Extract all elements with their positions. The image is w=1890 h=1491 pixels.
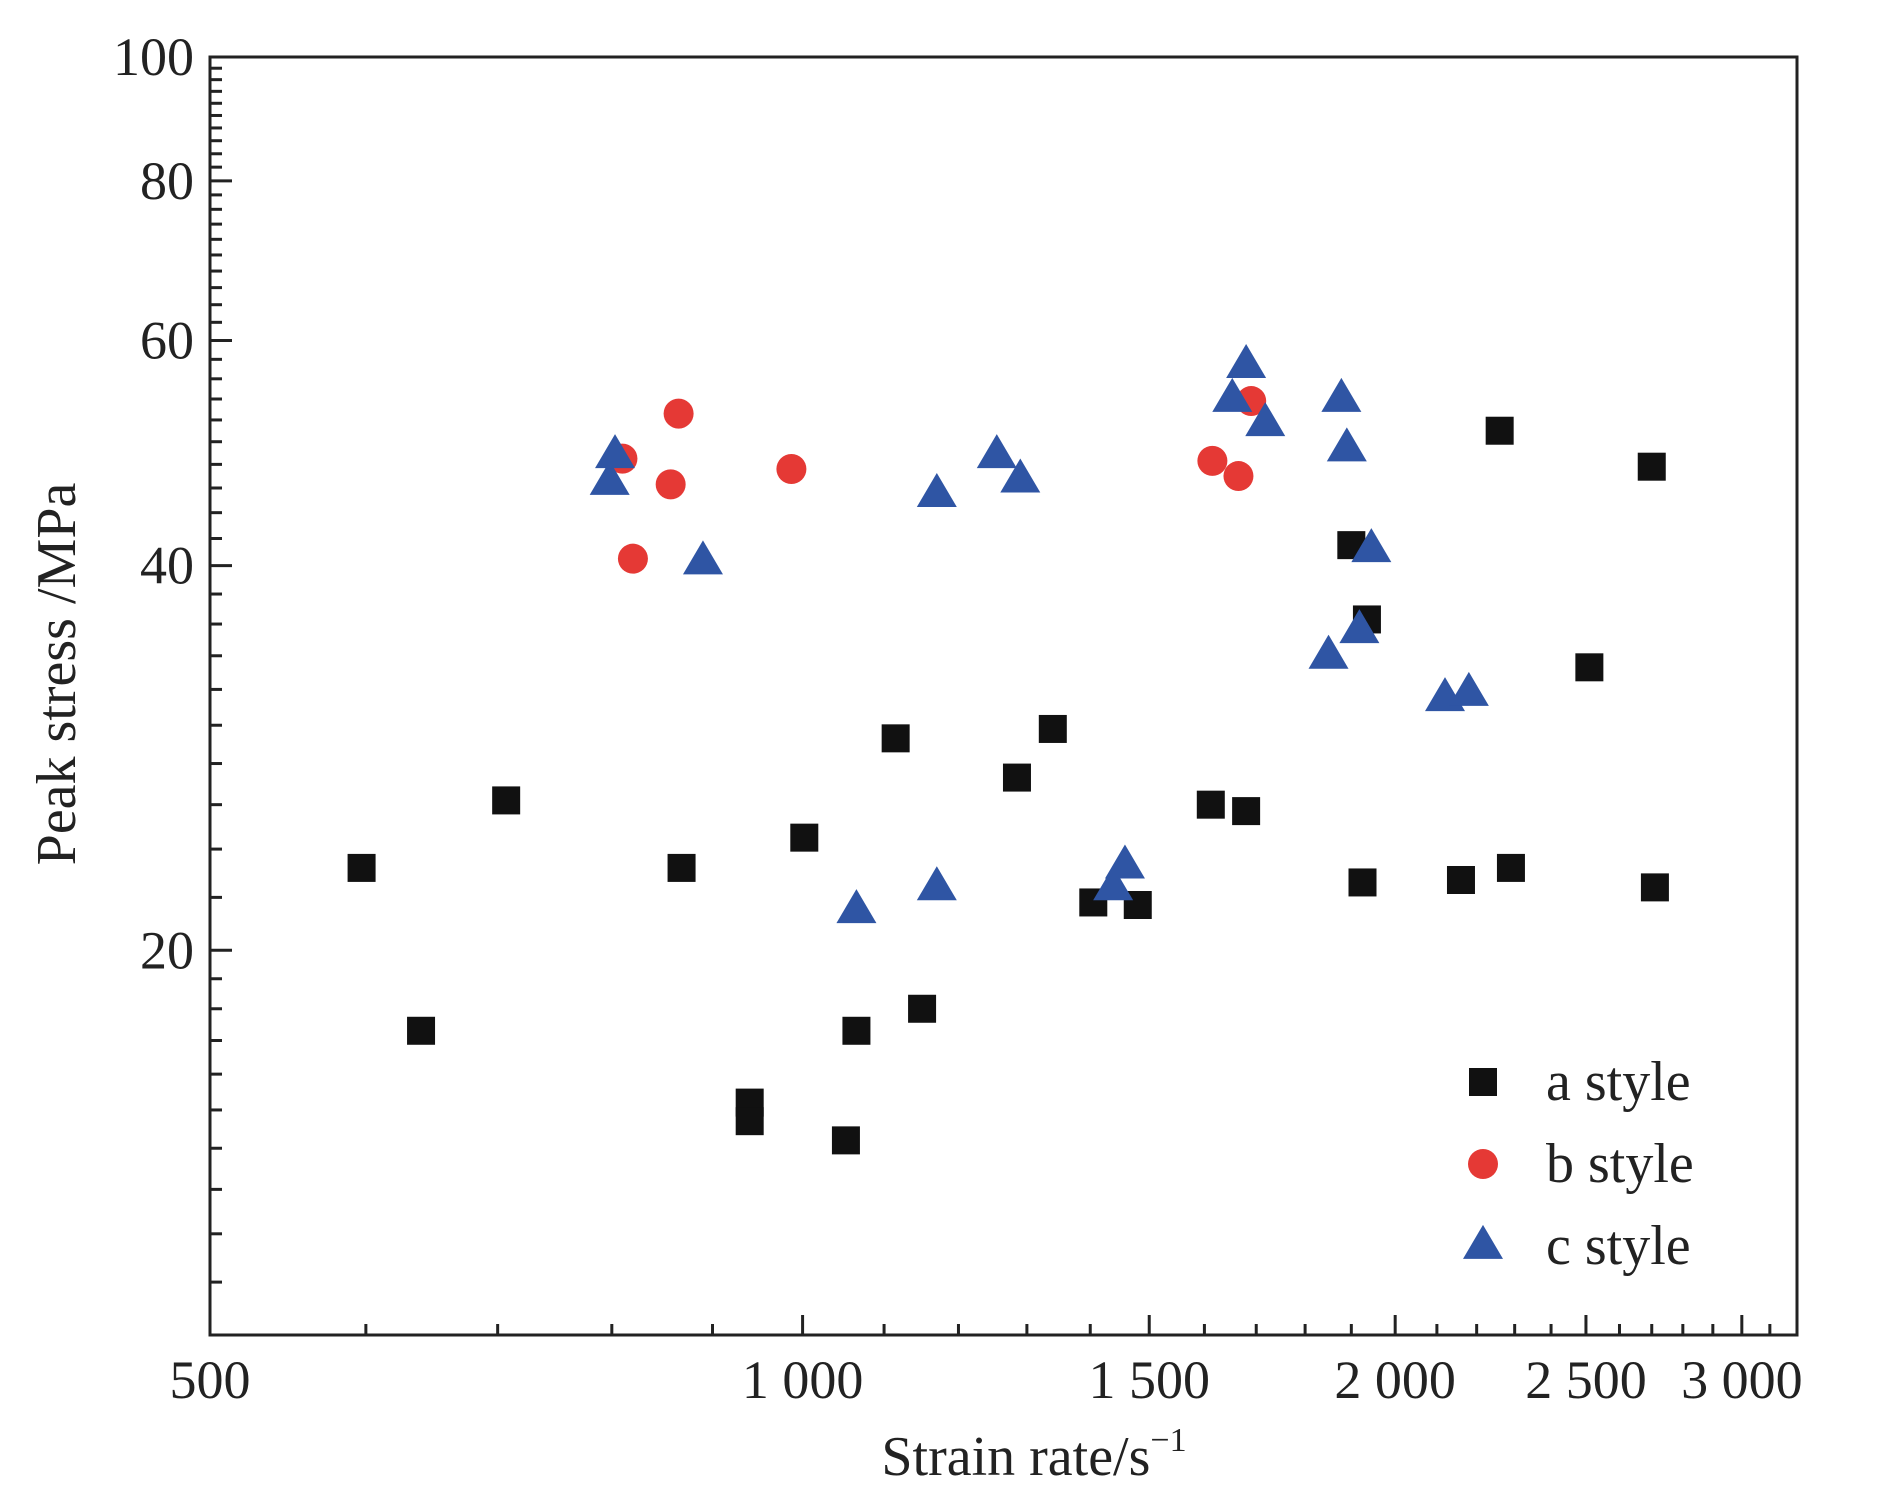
a-style-point — [1485, 416, 1514, 445]
a-style-point — [492, 786, 521, 815]
a-style-point — [1496, 853, 1525, 882]
x-tick-label: 3 000 — [1681, 1350, 1803, 1410]
a-style-point — [831, 1126, 860, 1155]
c-style-point — [595, 434, 636, 469]
c-style-point — [1245, 402, 1286, 437]
legend: a style b style c style — [1463, 1051, 1694, 1277]
c-style-point — [1000, 458, 1041, 493]
c-style-point — [1104, 844, 1145, 879]
a-style-point — [407, 1016, 436, 1045]
b-style-point — [655, 469, 686, 500]
a-style-point — [735, 1107, 764, 1136]
plot-area-border — [208, 55, 1799, 1337]
a-style-point — [881, 724, 910, 753]
c-style-point — [1226, 344, 1267, 379]
y-tick-label: 20 — [140, 920, 194, 980]
a-style-point — [1446, 865, 1475, 894]
c-style-point — [1448, 671, 1489, 706]
a-style-point — [1348, 868, 1377, 897]
a-style-point — [1640, 873, 1669, 902]
legend-label-b-style: b style — [1546, 1133, 1694, 1195]
b-style-point — [776, 454, 807, 485]
y-axis-ticks: 20 40 60 80 100 — [113, 27, 232, 1337]
a-style-point — [1002, 763, 1031, 792]
c-style-point — [1093, 866, 1134, 901]
y-tick-label: 80 — [140, 151, 194, 211]
c-style-point — [1326, 427, 1367, 462]
c-style-point — [1339, 609, 1380, 644]
c-style-point — [976, 434, 1017, 469]
legend-marker-b-style — [1468, 1149, 1498, 1179]
c-style-point — [1351, 528, 1392, 563]
data-points — [347, 344, 1669, 1155]
y-tick-label: 100 — [113, 27, 194, 87]
x-axis-title-superscript: −1 — [1150, 1422, 1186, 1459]
legend-label-c-style: c style — [1546, 1215, 1691, 1277]
a-style-point — [842, 1016, 871, 1045]
y-axis-title: Peak stress /MPa — [26, 483, 88, 866]
legend-marker-a-style — [1469, 1068, 1497, 1096]
a-style-point — [1637, 452, 1666, 481]
a-style-point — [1196, 790, 1225, 819]
legend-label-a-style: a style — [1546, 1051, 1691, 1113]
a-style-point — [790, 823, 819, 852]
x-tick-label: 2 000 — [1334, 1350, 1456, 1410]
a-style-point — [1232, 797, 1261, 826]
a-style-point — [1575, 653, 1604, 682]
c-style-point — [682, 540, 723, 575]
a-style-point — [908, 994, 937, 1023]
b-style-point — [1223, 461, 1254, 492]
c-style-point — [916, 472, 957, 507]
a-style-point — [1038, 714, 1067, 743]
plot-frame — [208, 55, 1799, 1337]
c-style-point — [589, 460, 630, 495]
c-style-point — [916, 866, 957, 901]
x-tick-label: 1 500 — [1088, 1350, 1210, 1410]
a-style-point — [667, 853, 696, 882]
b-style-point — [1197, 445, 1228, 476]
x-tick-label: 1 000 — [742, 1350, 864, 1410]
b-style-point — [617, 543, 648, 574]
b-style-point — [663, 398, 694, 429]
a-style-point — [347, 853, 376, 882]
x-tick-label: 2 500 — [1525, 1350, 1647, 1410]
y-tick-label: 40 — [140, 536, 194, 596]
c-style-point — [1212, 377, 1253, 412]
legend-marker-c-style — [1463, 1224, 1503, 1259]
c-style-point — [836, 889, 877, 924]
x-tick-label: 500 — [170, 1350, 251, 1410]
y-tick-label: 60 — [140, 311, 194, 371]
x-axis-ticks: 500 1 000 1 500 2 000 2 500 3 000 — [170, 1315, 1803, 1410]
x-axis-title: Strain rate/s−1 — [881, 1422, 1186, 1488]
x-axis-title-text: Strain rate/s — [881, 1426, 1150, 1488]
c-style-point — [1321, 377, 1362, 412]
c-style-point — [1308, 634, 1349, 669]
